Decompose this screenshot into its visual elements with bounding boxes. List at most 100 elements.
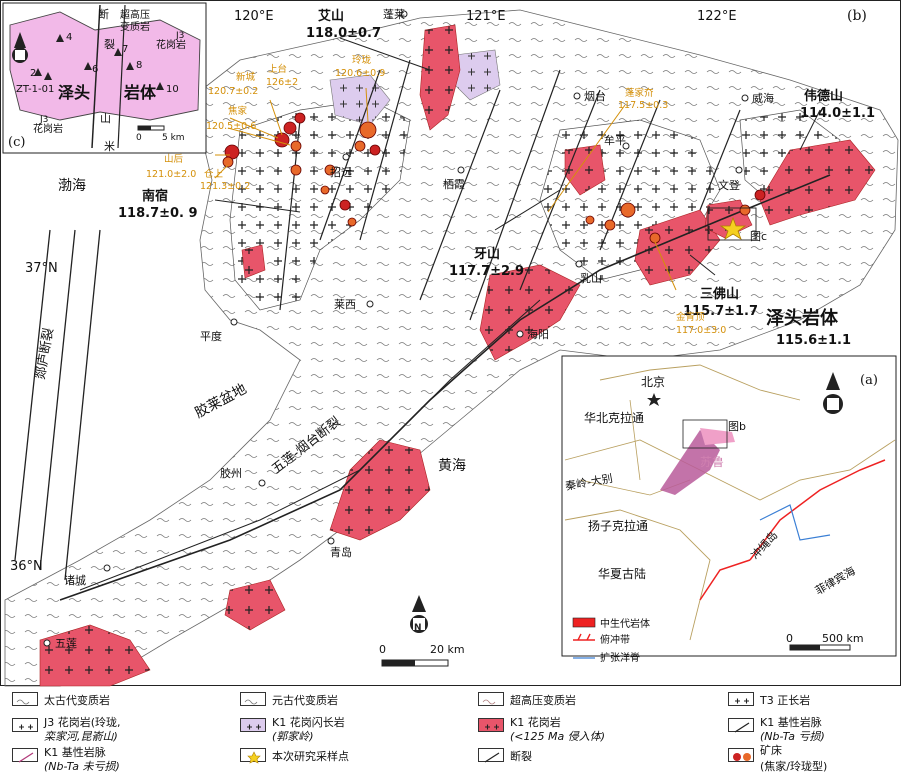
legend-deposit: 矿床 — [760, 744, 782, 757]
k1-granite-rushan — [479, 264, 581, 361]
panel-b-label: (b) — [847, 8, 867, 24]
fig-c-ref: 图c — [750, 230, 767, 243]
city-pingdu: 平度 — [200, 329, 222, 343]
place-sulu: 苏鲁 — [700, 455, 724, 469]
city-qingdao: 青岛 — [330, 545, 352, 559]
place-cathaysia: 华夏古陆 — [598, 566, 646, 581]
legend-k1-dyke-undepleted-swatch — [12, 748, 38, 763]
legend-uhp-swatch — [478, 692, 504, 706]
city-muping: 牟平 — [604, 133, 626, 147]
bohai-sea: 渤海 — [58, 178, 86, 194]
inset-c-pluton — [9, 11, 201, 121]
inset-c-uhp2: 变质岩 — [120, 20, 150, 33]
k1-granite-weideshan — [759, 139, 876, 226]
scale-b-max: 20 km — [430, 643, 465, 656]
city-weihai: 威海 — [752, 91, 774, 105]
inset-c-granite-ne: 花岗岩 — [156, 38, 186, 51]
legend-deposit-swatch — [728, 748, 754, 762]
deposit-jinqingding-age: 117.0±3.0 — [676, 325, 726, 336]
city-markers — [43, 10, 749, 647]
legend-j3: J3 花岗岩(玲珑, — [44, 716, 121, 729]
city-wulian: 五莲 — [55, 637, 77, 650]
city-wendeng: 文登 — [718, 178, 740, 192]
beijing-star-icon — [647, 393, 661, 406]
inset-c-uhp1: 超高压 — [120, 8, 150, 21]
pluton-weideshan-age: 114.0±1.1 — [800, 106, 875, 121]
inset-c-mishan-2: 山 — [100, 112, 111, 125]
inset-a-scale-max: 500 km — [822, 632, 864, 645]
tanlu-fault-3 — [64, 229, 101, 581]
legend-k1-dyke-undepleted: K1 基性岩脉 — [44, 746, 106, 759]
k1-granite-yashan — [564, 144, 606, 196]
inset-c-fault-2: 裂 — [104, 38, 115, 51]
lon-label-122: 122°E — [697, 9, 737, 24]
lon-label-120: 120°E — [234, 9, 274, 24]
legend-k1-dyke-depleted-line2: (Nb-Ta 亏损) — [760, 730, 825, 743]
wulian-yantai-fault — [59, 174, 831, 601]
place-yangtze-craton: 扬子克拉通 — [588, 518, 648, 533]
inset-c-mishan-1: 米 — [104, 140, 115, 153]
place-beijing: 北京 — [641, 375, 665, 389]
k1-granite-south — [224, 579, 286, 631]
pluton-weideshan-name: 伟德山 — [804, 88, 843, 104]
inset-c-zetou: 泽头 — [58, 83, 90, 102]
city-zhaoyuan: 招远 — [330, 165, 352, 179]
inset-c-granite-sw: 花岗岩 — [33, 122, 63, 135]
legend-sample-swatch — [240, 748, 266, 764]
inset-a — [561, 355, 897, 657]
city-rushan: 乳山 — [580, 272, 602, 285]
legend-k1-granite: K1 花岗岩 — [510, 716, 561, 729]
legend-deposit-line2: (焦家/玲珑型) — [760, 760, 828, 773]
k1-granite-qingdao — [329, 439, 431, 541]
inset-c-j3-sw: J3 — [39, 115, 48, 125]
scale-b-zero: 0 — [379, 643, 386, 656]
north-label-b: N — [414, 623, 422, 633]
fig-c-box — [707, 207, 757, 241]
deposit-jiaojia-age: 120.5±0.6 — [206, 121, 256, 132]
deposit-xincheng-age: 120.7±0.2 — [208, 86, 258, 97]
deposit-xincheng-name: 新城 — [236, 71, 256, 83]
k1-granite-aishan — [419, 24, 461, 131]
pluton-yashan-name: 牙山 — [474, 246, 500, 262]
inset-a-legend-ridge: 扩张洋脊 — [600, 651, 640, 664]
place-north-china-craton: 华北克拉通 — [584, 410, 644, 425]
pluton-aishan-name: 艾山 — [318, 8, 344, 24]
north-arrow-a — [823, 372, 843, 414]
inset-a-scale-zero: 0 — [786, 632, 793, 645]
pluton-zetou-age: 115.6±1.1 — [776, 333, 851, 348]
lon-label-121: 121°E — [466, 9, 506, 24]
deposit-linglong-name: 玲珑 — [352, 54, 372, 66]
lat-label-36: 36°N — [10, 559, 43, 574]
panel-c-label: (c) — [8, 135, 25, 150]
pluton-sanfoshan-age: 115.7±1.7 — [683, 304, 758, 319]
legend-proterozoic: 元古代变质岩 — [272, 694, 338, 707]
legend-k1-granodiorite-swatch — [240, 718, 266, 732]
sample-10: 10 — [166, 84, 179, 95]
pluton-nansu-name: 南宿 — [142, 188, 168, 204]
pluton-yashan-age: 117.7±2.9 — [449, 264, 524, 279]
pluton-zetou-name: 泽头岩体 — [766, 307, 839, 329]
panel-a-label: (a) — [860, 373, 878, 388]
north-arrow-c — [12, 32, 28, 63]
deposit-shanhou-name: 山后 — [164, 154, 184, 165]
pluton-aishan-age: 118.0±0.7 — [306, 26, 381, 41]
north-arrow-b — [410, 595, 428, 633]
city-yantai: 烟台 — [584, 89, 606, 103]
deposit-pengjiakuang-name: 蓬家夼 — [625, 87, 654, 99]
legend-fault: 断裂 — [510, 750, 532, 763]
inset-c-j3-ne: J3 — [175, 31, 184, 41]
inset-a-legend-subduction: 俯冲带 — [600, 633, 630, 646]
deposit-shangtai-age: 126±2 — [266, 77, 298, 88]
spreading-ridge — [759, 504, 831, 541]
legend-t3-swatch — [728, 692, 754, 706]
deposit-cangshang-name: 仓上 — [204, 168, 224, 180]
legend-k1-granite-line2: (<125 Ma 侵入体) — [510, 730, 606, 743]
city-penglai: 蓬莱 — [383, 8, 405, 21]
inset-c-fault-1: 断 — [98, 7, 109, 21]
inset-c-samples — [34, 34, 164, 90]
city-jiaozhou: 胶州 — [220, 466, 242, 480]
sample-4: 4 — [66, 32, 72, 43]
city-haiyang: 海阳 — [527, 327, 549, 341]
inset-a-legend-mesozoic: 中生代岩体 — [600, 617, 650, 630]
legend-j3-swatch — [12, 718, 38, 732]
